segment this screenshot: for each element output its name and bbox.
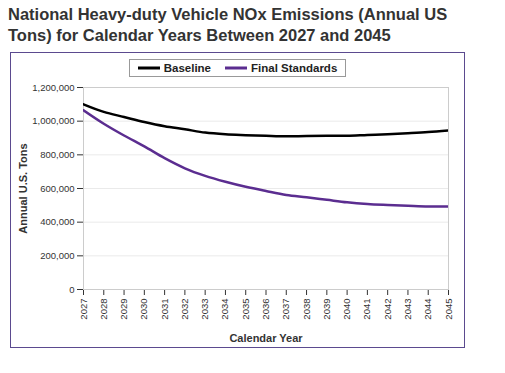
svg-text:2036: 2036	[260, 299, 271, 320]
svg-text:Calendar Year: Calendar Year	[229, 332, 303, 344]
svg-text:2027: 2027	[78, 299, 89, 320]
svg-text:2030: 2030	[138, 299, 149, 320]
svg-text:0: 0	[69, 284, 74, 295]
svg-text:2031: 2031	[159, 299, 170, 320]
svg-text:Annual U.S. Tons: Annual U.S. Tons	[17, 143, 29, 233]
html-text:Final Standards: Final Standards	[251, 62, 338, 74]
svg-text:2042: 2042	[382, 299, 393, 320]
svg-text:2032: 2032	[179, 299, 190, 320]
svg-text:2041: 2041	[361, 299, 372, 320]
svg-text:2028: 2028	[98, 299, 109, 320]
svg-text:2029: 2029	[118, 299, 129, 320]
svg-text:1,000,000: 1,000,000	[32, 115, 74, 126]
svg-text:2037: 2037	[280, 299, 291, 320]
svg-text:400,000: 400,000	[40, 216, 74, 227]
svg-text:2039: 2039	[321, 299, 332, 320]
html-text:Baseline: Baseline	[163, 62, 211, 74]
svg-text:2034: 2034	[219, 299, 230, 320]
svg-text:800,000: 800,000	[40, 149, 74, 160]
svg-text:600,000: 600,000	[40, 183, 74, 194]
svg-text:2033: 2033	[199, 299, 210, 320]
svg-text:2043: 2043	[402, 299, 413, 320]
svg-text:1,200,000: 1,200,000	[32, 82, 74, 93]
svg-text:2038: 2038	[301, 299, 312, 320]
svg-text:2040: 2040	[341, 299, 352, 320]
svg-text:200,000: 200,000	[40, 250, 74, 261]
svg-text:2045: 2045	[443, 299, 454, 320]
html-text:National Heavy-duty Vehicle NO: National Heavy-duty Vehicle NOx Emission…	[8, 5, 448, 44]
svg-text:2044: 2044	[422, 299, 433, 320]
svg-text:2035: 2035	[240, 299, 251, 320]
